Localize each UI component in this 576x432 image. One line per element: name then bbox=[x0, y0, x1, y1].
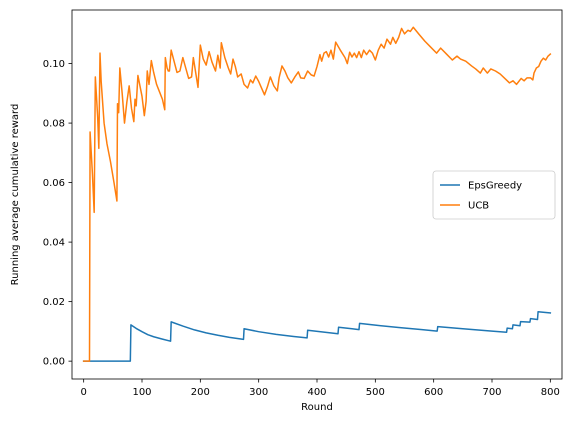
y-tick-label: 0.06 bbox=[43, 178, 65, 189]
y-tick-label: 0.02 bbox=[43, 297, 65, 308]
plot-frame bbox=[71, 9, 563, 380]
x-tick-label: 700 bbox=[482, 387, 501, 398]
x-axis-label: Round bbox=[301, 402, 333, 413]
legend-label-epsgreedy: EpsGreedy bbox=[468, 181, 522, 192]
legend-box bbox=[432, 170, 556, 220]
legend: EpsGreedy UCB bbox=[432, 170, 556, 220]
x-tick-label: 800 bbox=[541, 387, 560, 398]
legend-label-ucb: UCB bbox=[468, 201, 489, 212]
x-tick-label: 500 bbox=[366, 387, 385, 398]
y-axis-ticks: 0.00 0.02 0.04 0.06 0.08 0.10 bbox=[43, 59, 72, 368]
x-axis-ticks: 0 100 200 300 400 500 600 700 800 bbox=[80, 379, 560, 398]
x-tick-label: 0 bbox=[80, 387, 86, 398]
y-tick-label: 0.08 bbox=[43, 119, 65, 130]
y-tick-label: 0.04 bbox=[43, 238, 65, 249]
y-axis-label: Running average cumulative reward bbox=[10, 104, 21, 286]
y-tick-label: 0.00 bbox=[43, 357, 65, 368]
x-tick-label: 400 bbox=[307, 387, 326, 398]
series-line-epsgreedy bbox=[82, 311, 552, 362]
x-tick-label: 200 bbox=[191, 387, 210, 398]
x-tick-label: 100 bbox=[132, 387, 151, 398]
x-tick-label: 600 bbox=[424, 387, 443, 398]
series-line-ucb bbox=[82, 26, 552, 362]
x-tick-label: 300 bbox=[249, 387, 268, 398]
series-lines bbox=[82, 26, 552, 362]
y-tick-label: 0.10 bbox=[43, 59, 65, 70]
